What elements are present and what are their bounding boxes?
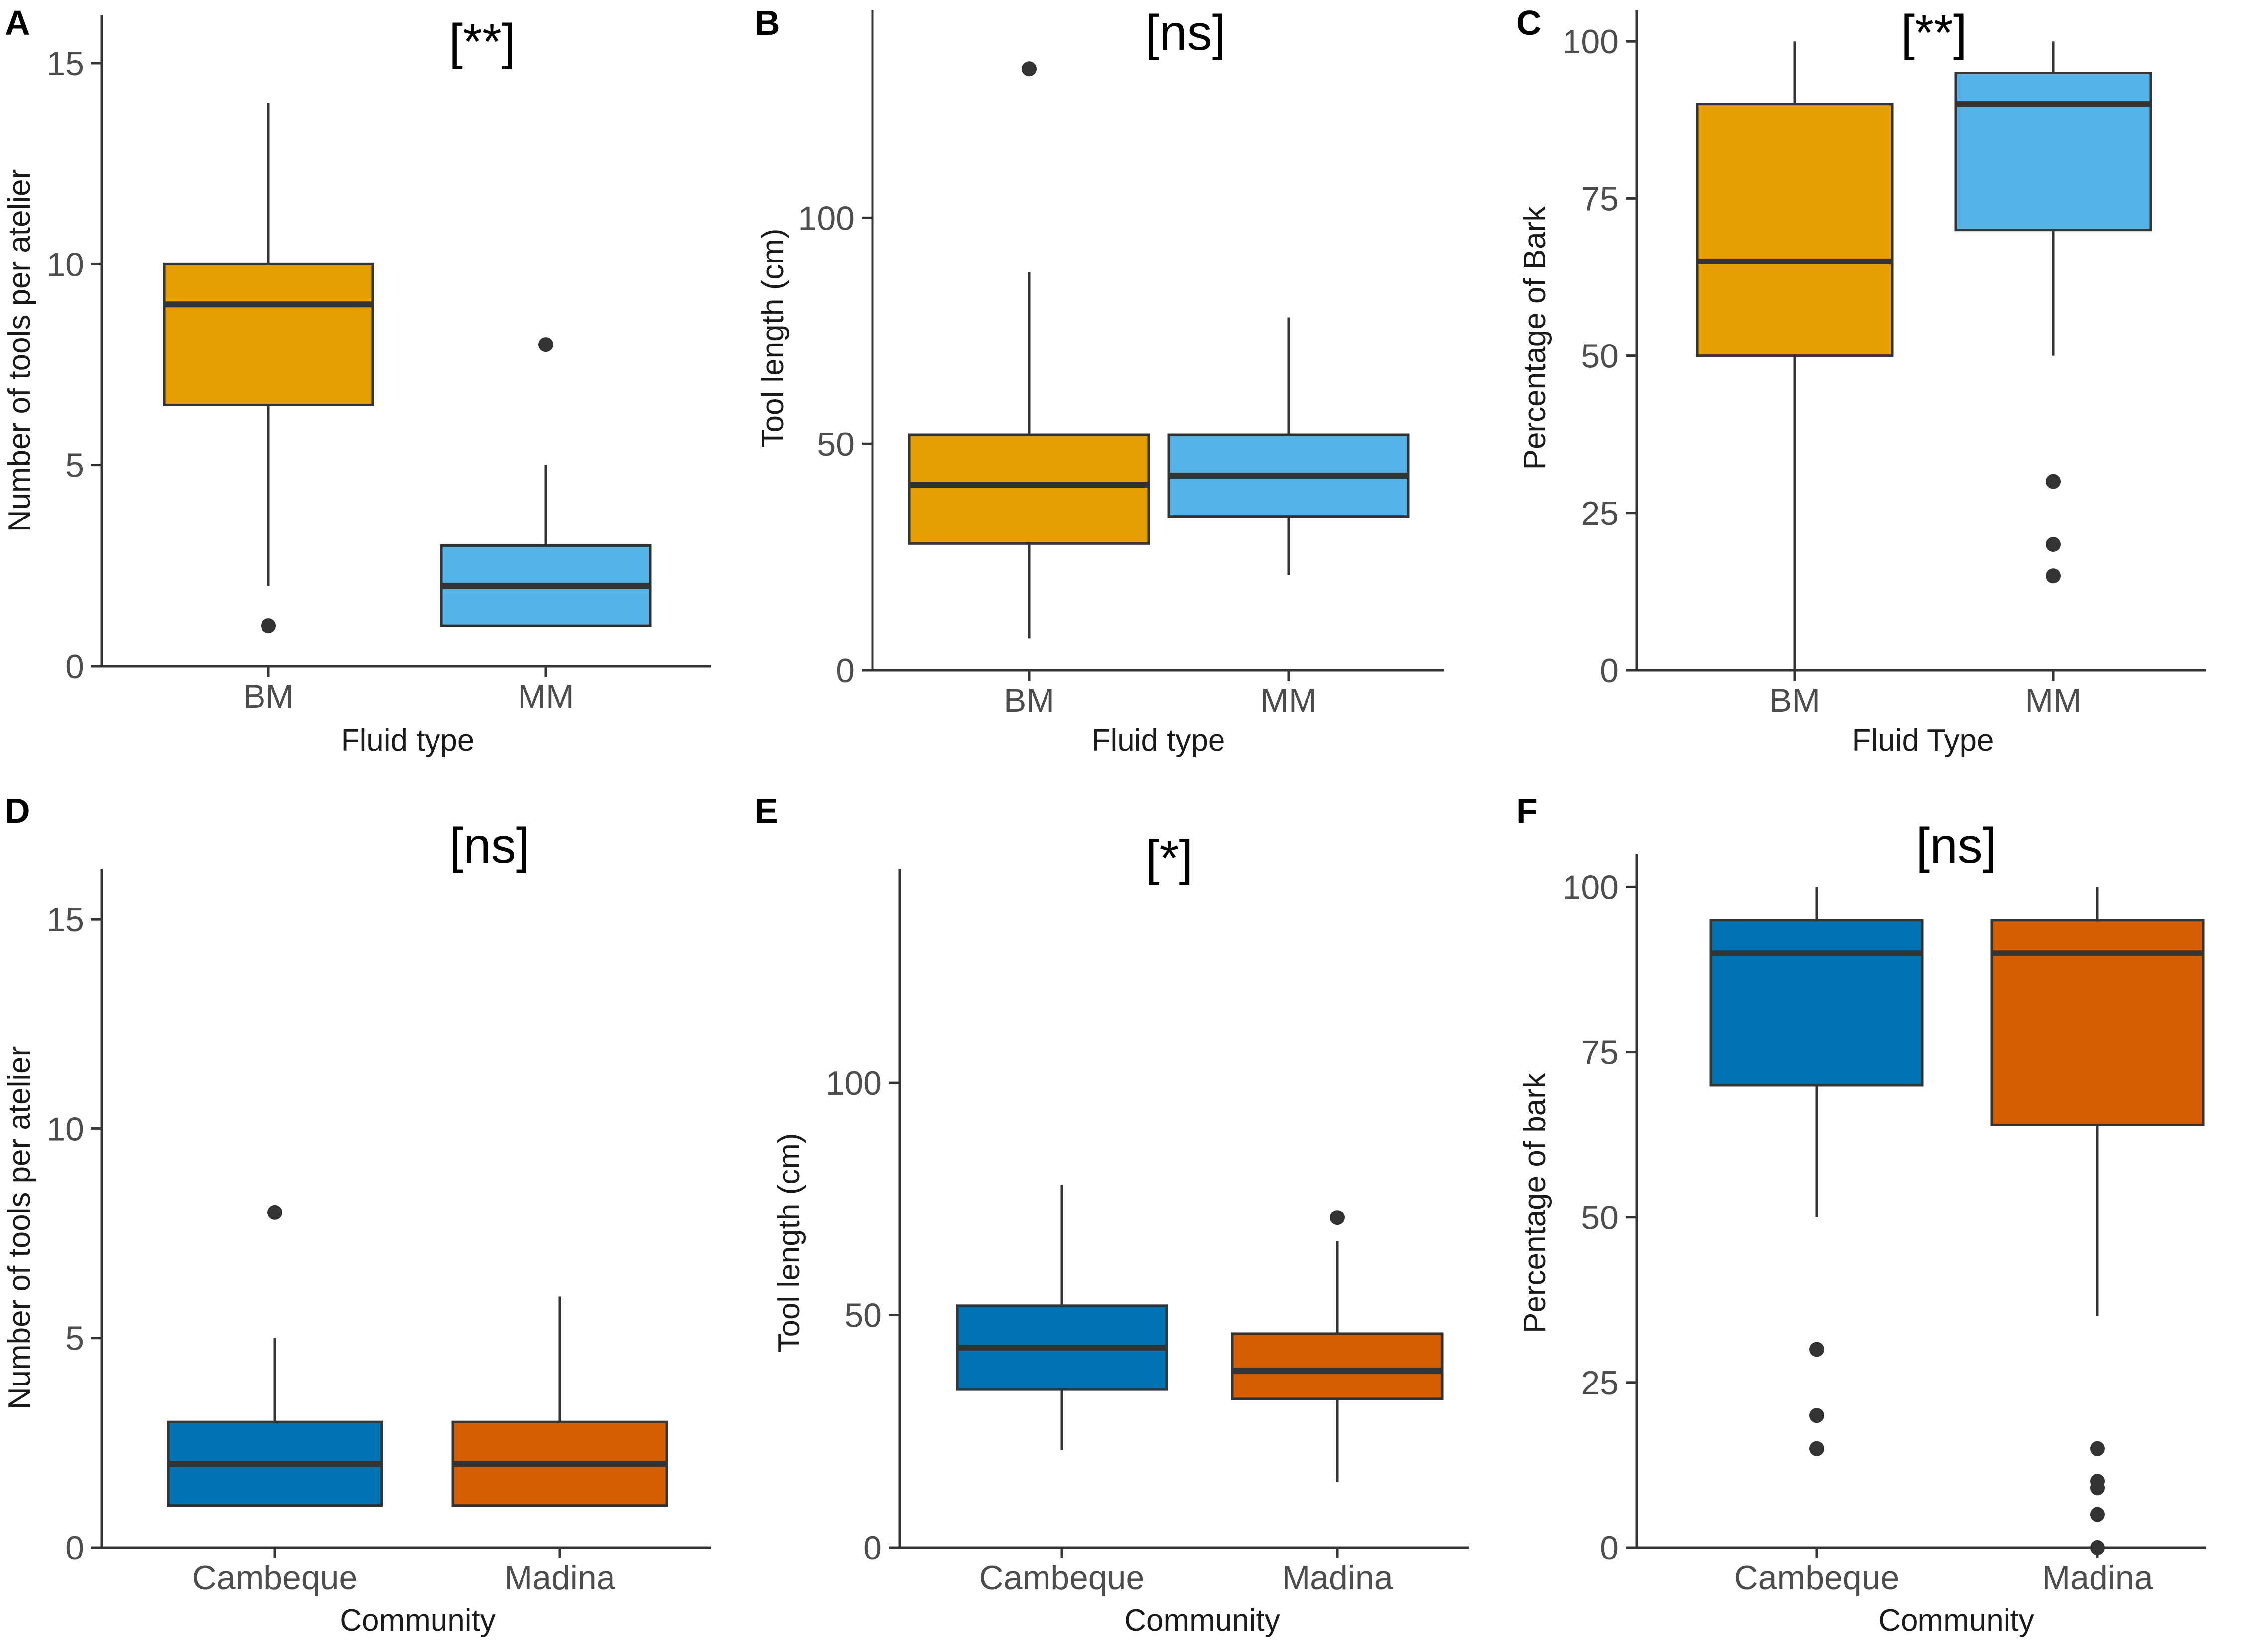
x-tick-label: BM (1004, 682, 1054, 719)
y-tick-label: 0 (863, 1529, 882, 1567)
panel-label: F (1516, 791, 1538, 830)
x-axis-title: Fluid type (1092, 723, 1225, 758)
significance-label: [ns] (1916, 818, 1996, 873)
y-tick-label: 100 (826, 1064, 882, 1102)
significance-label: [*] (1146, 830, 1193, 886)
panel-f: F [ns] Community Percentage of bark 0 25 5… (1516, 791, 2206, 1638)
y-tick-label: 10 (46, 246, 84, 283)
y-tick-label: 5 (65, 447, 84, 485)
panel-label: B (755, 3, 780, 42)
panel-label: E (755, 791, 778, 830)
y-tick-label: 15 (46, 901, 84, 939)
boxplot-figure: A [**] Fluid type Number of tools per at… (0, 0, 2268, 1645)
y-axis-title: Percentage of bark (1518, 1072, 1552, 1333)
y-axis-title: Tool length (cm) (756, 228, 790, 447)
outlier-point (2090, 1507, 2105, 1522)
x-axis-title: Community (1878, 1603, 2034, 1638)
y-tick-label: 50 (1581, 1199, 1619, 1237)
box-bm (909, 435, 1149, 543)
outlier-point (2090, 1480, 2105, 1495)
y-tick-label: 50 (817, 426, 855, 463)
panel-b: B [ns] Fluid type Tool length (cm) 0 50 10… (755, 3, 1444, 758)
y-axis-title: Number of tools per atelier (2, 1046, 37, 1410)
panel-label: A (5, 3, 30, 42)
outlier-point (1809, 1441, 1824, 1456)
outlier-point (1809, 1408, 1824, 1423)
outlier-point (1330, 1210, 1345, 1225)
y-tick-label: 0 (65, 1529, 84, 1567)
x-tick-label: Madina (2042, 1559, 2153, 1597)
y-tick-label: 0 (1600, 652, 1619, 690)
x-tick-label: MM (2025, 682, 2081, 719)
panel-d: D [ns] Community Number of tools per ate… (2, 791, 711, 1638)
x-tick-label: Cambeque (979, 1559, 1145, 1597)
x-tick-label: Madina (504, 1559, 615, 1597)
outlier-point (2046, 474, 2061, 489)
significance-label: [**] (1901, 5, 1967, 61)
y-tick-label: 100 (1563, 868, 1619, 906)
y-tick-label: 5 (65, 1320, 84, 1358)
y-tick-label: 75 (1581, 1034, 1619, 1072)
y-tick-label: 10 (46, 1110, 84, 1148)
x-tick-label: MM (1260, 682, 1316, 719)
y-tick-label: 0 (65, 648, 84, 686)
outlier-point (538, 337, 553, 352)
significance-label: [ns] (1145, 5, 1225, 61)
panel-label: D (5, 791, 30, 830)
y-tick-label: 50 (1581, 338, 1619, 375)
box-madina (1232, 1334, 1442, 1399)
x-axis-title: Fluid type (341, 723, 475, 758)
x-tick-label: BM (1769, 682, 1820, 719)
panel-a: A [**] Fluid type Number of tools per at… (2, 3, 711, 758)
x-axis-title: Fluid Type (1852, 723, 1994, 758)
panel-label: C (1516, 3, 1542, 42)
x-axis-title: Community (340, 1603, 496, 1638)
y-tick-label: 15 (46, 45, 84, 83)
y-tick-label: 0 (1600, 1529, 1619, 1567)
x-axis-title: Community (1124, 1603, 1280, 1638)
box-bm (164, 264, 373, 405)
y-axis-title: Number of tools per atelier (2, 169, 37, 532)
outlier-point (2090, 1540, 2105, 1555)
significance-label: [**] (449, 14, 515, 70)
y-tick-label: 25 (1581, 1364, 1619, 1402)
y-tick-label: 25 (1581, 495, 1619, 532)
outlier-point (261, 618, 276, 633)
x-tick-label: Cambeque (192, 1559, 358, 1597)
y-axis-title: Percentage of Bark (1518, 206, 1552, 470)
outlier-point (1809, 1342, 1824, 1357)
panel-e: E [*] Community Tool length (cm) 0 50 100 C… (755, 791, 1469, 1638)
x-tick-label: BM (243, 678, 294, 715)
outlier-point (2046, 537, 2061, 552)
x-tick-label: Madina (1282, 1559, 1393, 1597)
box-mm (1956, 73, 2151, 230)
y-axis-title: Tool length (cm) (772, 1133, 806, 1352)
box-cambeque (1711, 920, 1922, 1085)
significance-label: [ns] (449, 818, 529, 873)
panel-c: C [**] Fluid Type Percentage of Bark 0 25… (1516, 3, 2206, 758)
outlier-point (1022, 61, 1037, 76)
y-tick-label: 100 (1563, 23, 1619, 61)
y-tick-label: 75 (1581, 180, 1619, 218)
y-tick-label: 50 (844, 1297, 882, 1335)
x-tick-label: MM (518, 678, 574, 715)
outlier-point (2090, 1441, 2105, 1456)
y-tick-label: 100 (798, 199, 855, 237)
outlier-point (2046, 568, 2061, 583)
box-bm (1697, 104, 1892, 356)
y-tick-label: 0 (836, 652, 855, 690)
x-tick-label: Cambeque (1734, 1559, 1900, 1597)
outlier-point (267, 1205, 282, 1220)
